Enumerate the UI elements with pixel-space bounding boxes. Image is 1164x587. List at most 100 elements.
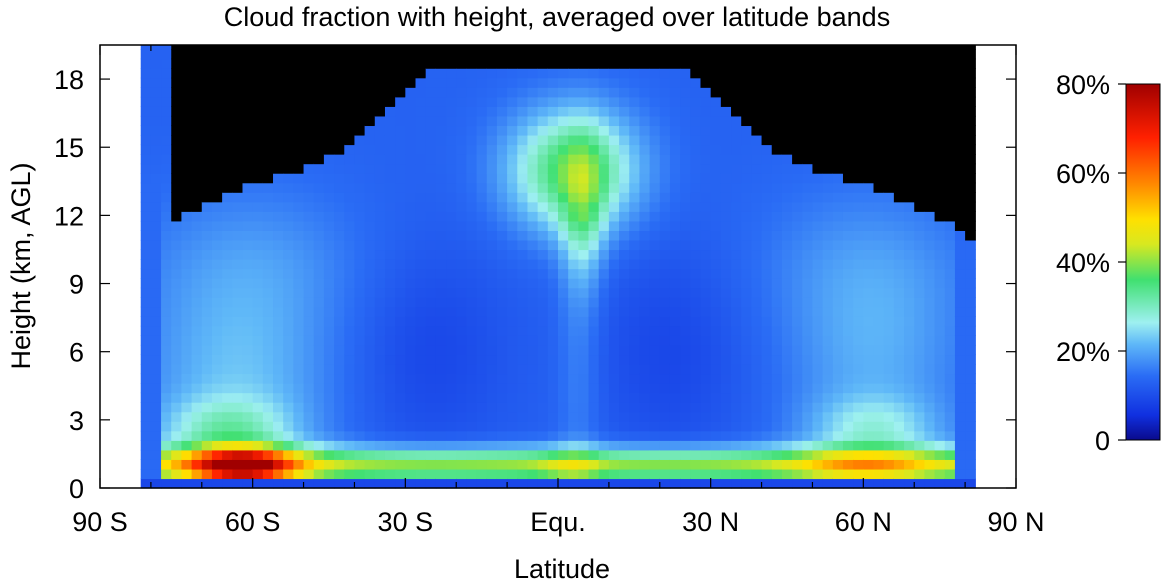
heatmap-cell — [181, 411, 193, 422]
heatmap-cell — [252, 373, 264, 384]
heatmap-cell — [395, 163, 406, 174]
heatmap-cell — [435, 259, 447, 270]
heatmap-cell — [914, 335, 925, 346]
heatmap-cell — [751, 58, 763, 69]
heatmap-cell — [395, 192, 406, 203]
heatmap-cell — [303, 239, 315, 251]
heatmap-cell — [781, 278, 793, 289]
heatmap-cell — [334, 49, 345, 60]
heatmap-cell — [252, 354, 264, 365]
heatmap-cell — [608, 411, 620, 422]
heatmap-cell — [761, 154, 773, 165]
heatmap-cell — [842, 449, 854, 460]
colorbar-tick-label: 80% — [1056, 70, 1110, 100]
heatmap-cell — [476, 449, 488, 460]
heatmap-cell — [507, 144, 518, 155]
heatmap-cell — [466, 134, 478, 146]
heatmap-cell — [792, 163, 803, 174]
heatmap-cell — [405, 163, 417, 174]
heatmap-cell — [568, 421, 579, 432]
heatmap-cell — [547, 316, 559, 327]
heatmap-cell — [527, 211, 539, 222]
heatmap-cell — [537, 220, 549, 231]
heatmap-cell — [558, 58, 569, 69]
heatmap-cell — [140, 478, 152, 489]
heatmap-cell — [161, 306, 172, 317]
heatmap-cell — [598, 87, 610, 98]
heatmap-cell — [812, 230, 824, 241]
heatmap-cell — [547, 430, 559, 441]
heatmap-cell — [334, 230, 345, 241]
heatmap-cell — [822, 45, 834, 50]
heatmap-cell — [211, 211, 223, 222]
heatmap-cell — [150, 96, 162, 107]
heatmap-cell — [354, 211, 366, 222]
heatmap-cell — [395, 259, 406, 270]
heatmap-cell — [659, 449, 671, 460]
heatmap-cell — [822, 459, 834, 470]
heatmap-cell — [395, 268, 406, 279]
heatmap-cell — [954, 287, 966, 298]
heatmap-cell — [222, 430, 233, 441]
heatmap-cell — [802, 335, 814, 346]
heatmap-cell — [517, 402, 529, 413]
heatmap-cell — [710, 421, 722, 432]
heatmap-cell — [883, 230, 895, 241]
heatmap-cell — [374, 316, 386, 327]
heatmap-cell — [690, 230, 702, 241]
heatmap-cell — [863, 249, 875, 260]
heatmap-cell — [242, 192, 254, 203]
heatmap-cell — [649, 106, 661, 117]
heatmap-cell — [680, 125, 691, 136]
heatmap-cell — [425, 383, 437, 394]
heatmap-cell — [191, 411, 203, 422]
heatmap-cell — [313, 163, 325, 174]
heatmap-cell — [883, 316, 895, 327]
heatmap-cell — [669, 259, 681, 270]
heatmap-cell — [334, 68, 345, 79]
heatmap-cell — [384, 87, 396, 98]
heatmap-cell — [171, 249, 183, 260]
heatmap-cell — [161, 134, 172, 146]
heatmap-cell — [507, 335, 518, 346]
heatmap-cell — [812, 211, 824, 222]
heatmap-cell — [161, 230, 172, 241]
heatmap-cell — [344, 468, 356, 480]
heatmap-cell — [334, 297, 345, 308]
heatmap-cell — [242, 325, 254, 336]
heatmap-cell — [344, 45, 356, 50]
heatmap-cell — [547, 268, 559, 279]
heatmap-cell — [649, 134, 661, 146]
heatmap-cell — [303, 106, 315, 117]
heatmap-cell — [222, 154, 233, 165]
heatmap-cell — [334, 173, 345, 184]
y-axis-label: Height (km, AGL) — [6, 162, 36, 369]
heatmap-cell — [700, 211, 712, 222]
heatmap-cell — [191, 392, 203, 403]
heatmap-cell — [598, 115, 610, 127]
heatmap-cell — [283, 392, 294, 403]
heatmap-cell — [405, 115, 417, 127]
heatmap-cell — [954, 249, 966, 260]
heatmap-cell — [669, 201, 681, 212]
heatmap-cell — [568, 106, 579, 117]
heatmap-cell — [466, 220, 478, 231]
heatmap-cell — [262, 68, 274, 79]
heatmap-cell — [578, 316, 590, 327]
heatmap-cell — [680, 373, 691, 384]
heatmap-cell — [507, 411, 518, 422]
heatmap-cell — [598, 373, 610, 384]
heatmap-cell — [384, 306, 396, 317]
x-tick-label: 90 S — [72, 507, 128, 537]
heatmap-cell — [140, 392, 152, 403]
heatmap-cell — [334, 58, 345, 69]
heatmap-cell — [395, 182, 406, 193]
heatmap-cell — [690, 68, 702, 79]
heatmap-cell — [842, 115, 854, 127]
heatmap-cell — [659, 440, 671, 451]
heatmap-cell — [965, 373, 976, 384]
heatmap-cell — [568, 373, 579, 384]
heatmap-cell — [140, 306, 152, 317]
heatmap-cell — [354, 478, 366, 489]
heatmap-cell — [639, 134, 651, 146]
